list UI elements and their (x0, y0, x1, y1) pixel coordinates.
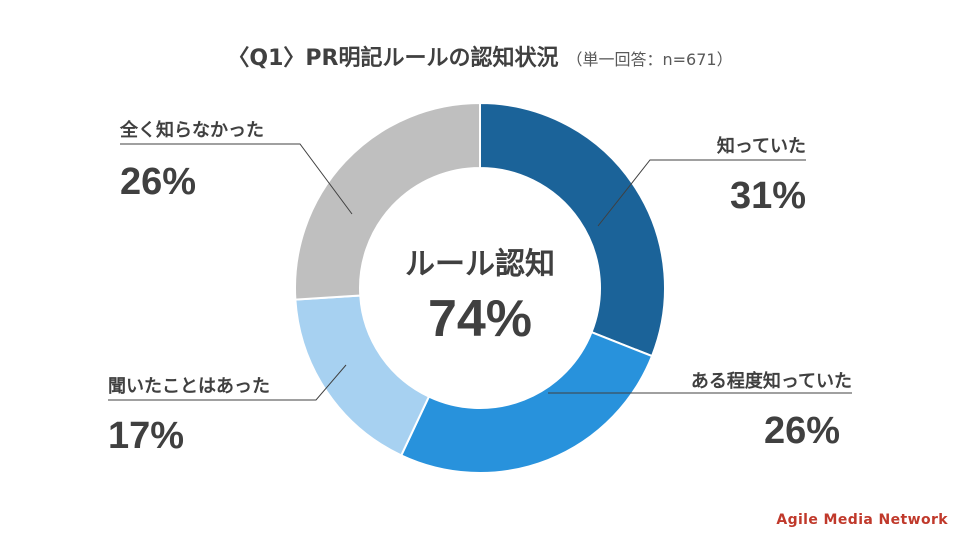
donut-slice (479, 101, 666, 358)
brand-logo-text: Agile Media Network (776, 512, 948, 528)
slice-value-label: 17% (108, 415, 184, 457)
slice-value-label: 26% (764, 410, 840, 452)
leader-line (597, 159, 806, 227)
slice-value-label: 31% (730, 175, 806, 217)
slice-label: 知っていた (717, 135, 806, 157)
center-label: ルール認知 (405, 247, 555, 282)
chart-title: 〈Q1〉PR明記ルールの認知状況 (227, 46, 559, 71)
donut-slice (294, 101, 481, 301)
leader-line (120, 143, 353, 215)
chart-title-block: 〈Q1〉PR明記ルールの認知状況 （単一回答：n=671） (0, 40, 960, 72)
leader-line (108, 364, 347, 401)
slice-label: 全く知らなかった (119, 119, 264, 141)
donut-slice (294, 294, 431, 457)
slice-label: 聞いたことはあった (108, 376, 270, 397)
slice-value-label: 26% (120, 161, 196, 203)
slice-label: ある程度知っていた (691, 370, 852, 392)
donut-slice (399, 330, 654, 474)
center-value: 74% (428, 290, 532, 348)
chart-subtitle: （単一回答：n=671） (566, 50, 733, 69)
